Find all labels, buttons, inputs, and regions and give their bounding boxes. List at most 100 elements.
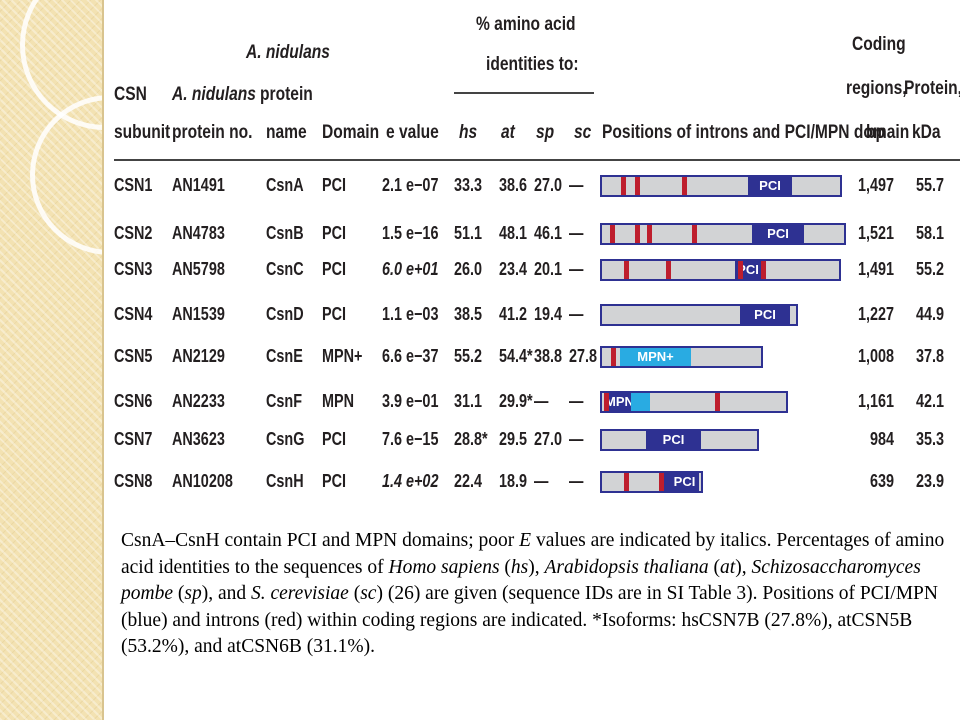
header-divider <box>114 159 960 161</box>
domain-block-pci: PCI <box>646 431 701 449</box>
caption-part: ( <box>348 583 361 604</box>
cell-protein-kda: 23.9 <box>915 471 944 491</box>
header-at: at <box>501 122 515 143</box>
cell-sp: 46.1 <box>534 223 563 243</box>
gene-structure-bar: PCI <box>600 259 841 281</box>
cell-subunit: CSN8 <box>114 471 153 491</box>
header-kda-1: Protein, <box>904 78 960 99</box>
caption-part: ), and <box>201 583 251 604</box>
intron-marker <box>715 393 720 411</box>
cell-domain: PCI <box>322 175 347 195</box>
header-kda-2: kDa <box>912 122 941 143</box>
header-sp: sp <box>536 122 555 143</box>
cell-subunit: CSN5 <box>114 346 153 366</box>
cell-protein-name: CsnG <box>266 429 305 449</box>
intron-marker <box>604 393 609 411</box>
domain-block-pci: PCI <box>752 225 804 243</box>
caption-part: ( <box>708 556 721 578</box>
intron-marker <box>659 473 664 491</box>
cell-evalue: 7.6 e−15 <box>382 429 439 449</box>
gene-structure-bar: PCI <box>600 175 842 197</box>
caption-italic: Schizosaccharomyces pombe <box>121 556 921 605</box>
cell-coding-bp: 1,491 <box>857 259 894 279</box>
header-coding-3: bp <box>866 122 886 143</box>
domain-block <box>631 393 650 411</box>
cell-protein-kda: 37.8 <box>915 346 944 366</box>
cell-hs: 22.4 <box>454 471 483 491</box>
intron-marker <box>761 261 766 279</box>
cell-evalue: 1.5 e−16 <box>382 223 439 243</box>
gene-structure-bar: PCI <box>600 429 759 451</box>
header-evalue: e value <box>386 122 439 143</box>
header-sc: sc <box>574 122 592 143</box>
caption-part: ( <box>173 583 185 604</box>
cell-protein-name: CsnE <box>266 346 303 366</box>
header-protein-name-1: protein <box>260 84 313 105</box>
cell-coding-bp: 1,497 <box>857 175 894 195</box>
cell-subunit: CSN4 <box>114 304 153 324</box>
header-identity-rule <box>454 92 594 94</box>
header-protein-no-top: A. nidulans <box>172 84 256 105</box>
header-coding-1: Coding <box>852 34 906 55</box>
header-identity-1: % amino acid <box>476 14 576 35</box>
cell-evalue: 2.1 e−07 <box>382 175 439 195</box>
header-subunit: subunit <box>114 122 171 143</box>
cell-sp: — <box>534 391 549 411</box>
header-protein-no: protein no. <box>172 122 253 143</box>
domain-block-mpn-plus: MPN+ <box>620 348 691 366</box>
cell-sp: 38.8 <box>534 346 563 366</box>
cell-protein-kda: 44.9 <box>915 304 944 324</box>
cell-subunit: CSN1 <box>114 175 153 195</box>
cell-hs: 38.5 <box>454 304 483 324</box>
cell-protein-name: CsnH <box>266 471 304 491</box>
cell-coding-bp: 639 <box>869 471 894 491</box>
intron-marker <box>611 348 616 366</box>
caption-part: values are indicated by italics. Percent… <box>121 530 945 578</box>
panel-edge <box>102 0 104 720</box>
cell-protein-name: CsnB <box>266 223 304 243</box>
gene-structure-bar: PCI <box>600 471 703 493</box>
intron-marker <box>635 177 640 195</box>
cell-protein-no: AN1491 <box>172 175 225 195</box>
cell-hs: 26.0 <box>454 259 483 279</box>
header-domain: Domain <box>322 122 380 143</box>
cell-protein-kda: 42.1 <box>915 391 944 411</box>
cell-protein-no: AN3623 <box>172 429 225 449</box>
header-identity-2: identities to: <box>486 54 579 75</box>
intron-marker <box>692 225 697 243</box>
cell-at: 23.4 <box>499 259 528 279</box>
caption-part: ( <box>499 556 511 578</box>
cell-at: 29.9* <box>499 391 533 411</box>
cell-coding-bp: 1,008 <box>857 346 894 366</box>
cell-domain: MPN <box>322 391 354 411</box>
cell-at: 41.2 <box>499 304 528 324</box>
caption-text: CsnA–CsnH contain PCI and MPN domains; p… <box>121 528 951 661</box>
cell-sp: 20.1 <box>534 259 563 279</box>
gene-structure-bar: PCI <box>600 304 798 326</box>
caption-part: ), <box>528 556 545 578</box>
cell-sc: — <box>569 391 584 411</box>
cell-sc: — <box>569 429 584 449</box>
intron-marker <box>738 261 743 279</box>
cell-hs: 51.1 <box>454 223 483 243</box>
header-protein-name-top: A. nidulans <box>246 42 330 63</box>
cell-protein-name: CsnC <box>266 259 304 279</box>
cell-domain: PCI <box>322 223 347 243</box>
caption-italic: S. cerevisiae <box>251 583 349 604</box>
cell-evalue: 1.4 e+02 <box>382 471 439 491</box>
cell-domain: PCI <box>322 304 347 324</box>
cell-sc: — <box>569 259 584 279</box>
caption-italic: sp <box>184 583 202 604</box>
decorative-side-panel <box>0 0 190 720</box>
gene-structure-bar: PCI <box>600 223 846 245</box>
cell-sc: — <box>569 223 584 243</box>
cell-coding-bp: 984 <box>869 429 894 449</box>
cell-protein-name: CsnA <box>266 175 304 195</box>
cell-domain: MPN+ <box>322 346 363 366</box>
cell-evalue: 6.6 e−37 <box>382 346 439 366</box>
cell-protein-kda: 55.2 <box>915 259 944 279</box>
header-positions: Positions of introns and PCI/MPN domain <box>602 122 910 143</box>
intron-marker <box>621 177 626 195</box>
cell-protein-no: AN1539 <box>172 304 225 324</box>
csn-table: CSN subunit A. nidulans protein no. A. n… <box>104 0 960 520</box>
